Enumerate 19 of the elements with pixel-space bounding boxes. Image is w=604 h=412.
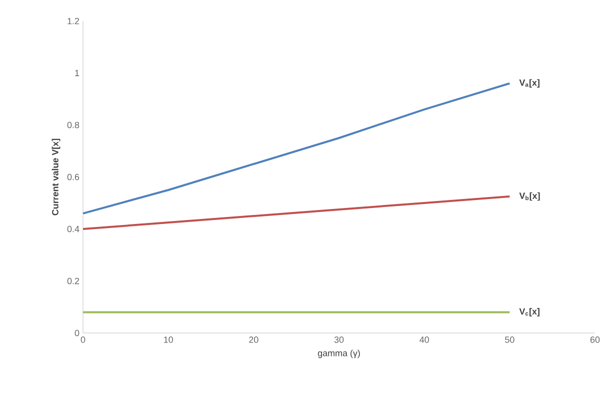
y-tick-label: 0.6 (67, 174, 80, 180)
x-tick-label: 60 (590, 336, 600, 343)
x-tick-label: 20 (249, 336, 258, 343)
y-tick-label: 1.2 (68, 18, 80, 24)
x-tick-label: 40 (420, 336, 429, 343)
x-tick-label: 50 (505, 336, 514, 343)
x-axis-title: gamma (γ) (318, 350, 360, 358)
series-label: V$_{c}$[x] (519, 308, 540, 316)
y-tick-label: 0.2 (67, 278, 80, 284)
y-tick-label: 0.4 (67, 226, 80, 232)
y-tick-label: 0 (74, 330, 80, 336)
x-tick-label: 30 (334, 336, 344, 343)
y-tick-label: 1 (75, 70, 80, 76)
series-label: V$_{b}$[x] (519, 192, 540, 201)
x-tick-label: 10 (164, 336, 173, 343)
series-label: V$_{a}$[x] (519, 79, 540, 88)
y-axis-title: Current value V[x] (52, 138, 60, 216)
y-tick-label: 0.8 (67, 122, 80, 128)
x-tick-label: 0 (80, 336, 86, 343)
